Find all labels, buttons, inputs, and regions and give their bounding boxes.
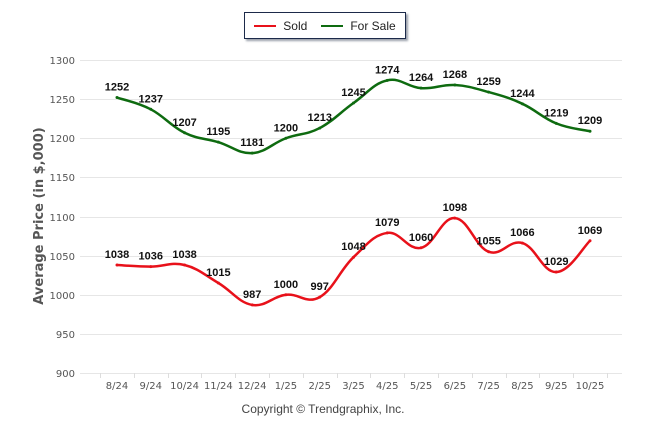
data-point-for-sale[interactable]	[183, 131, 187, 135]
data-label-sold: 1036	[139, 251, 163, 263]
data-label-for-sale: 1268	[443, 69, 467, 81]
legend: Sold For Sale	[244, 12, 406, 39]
data-label-sold: 1000	[274, 279, 298, 291]
x-tick-label: 9/25	[545, 381, 567, 392]
y-tick-label: 900	[56, 369, 75, 380]
data-label-for-sale: 1213	[307, 112, 331, 124]
x-tick-label: 8/24	[106, 381, 128, 392]
data-label-for-sale: 1245	[341, 87, 365, 99]
y-axis-label: Average Price (in $,000)	[32, 127, 47, 304]
y-tick-label: 1200	[50, 134, 75, 145]
data-point-sold[interactable]	[487, 250, 491, 254]
data-label-for-sale: 1259	[476, 76, 500, 88]
data-label-sold: 997	[311, 281, 329, 293]
data-point-sold[interactable]	[115, 263, 119, 267]
data-label-sold: 1038	[105, 249, 129, 261]
data-label-for-sale: 1181	[240, 137, 264, 149]
data-label-sold: 1015	[206, 267, 230, 279]
data-point-sold[interactable]	[318, 295, 322, 299]
data-label-sold: 1048	[341, 241, 365, 253]
legend-label: For Sale	[350, 18, 396, 33]
data-point-sold[interactable]	[385, 231, 389, 235]
data-point-sold[interactable]	[216, 281, 220, 285]
x-tick-label: 10/24	[170, 381, 199, 392]
x-tick-label: 4/25	[376, 381, 398, 392]
data-label-for-sale: 1244	[510, 88, 535, 100]
legend-item-for-sale[interactable]: For Sale	[321, 18, 396, 33]
data-label-for-sale: 1274	[375, 64, 400, 76]
data-point-for-sale[interactable]	[453, 83, 457, 87]
data-point-sold[interactable]	[453, 216, 457, 220]
data-label-for-sale: 1219	[544, 107, 568, 119]
data-point-sold[interactable]	[554, 270, 558, 274]
data-point-for-sale[interactable]	[115, 96, 119, 100]
data-point-for-sale[interactable]	[520, 102, 524, 106]
data-point-for-sale[interactable]	[419, 86, 423, 90]
data-label-for-sale: 1200	[274, 122, 298, 134]
data-label-for-sale: 1209	[578, 115, 602, 127]
y-tick-label: 1150	[50, 173, 75, 184]
y-axis-ticks: 900 950 1000 1050 1100 1150 1200 1250 1300	[50, 56, 75, 380]
y-tick-label: 1300	[50, 56, 75, 67]
y-tick-label: 950	[56, 330, 75, 341]
x-tick-label: 7/25	[477, 381, 499, 392]
data-label-for-sale: 1252	[105, 82, 129, 94]
data-point-for-sale[interactable]	[216, 140, 220, 144]
data-point-for-sale[interactable]	[250, 151, 254, 155]
data-point-sold[interactable]	[419, 246, 423, 250]
series-group	[115, 78, 592, 307]
x-tick-label: 5/25	[410, 381, 432, 392]
data-point-for-sale[interactable]	[352, 101, 355, 105]
x-tick-label: 2/25	[308, 381, 330, 392]
data-point-sold[interactable]	[352, 255, 355, 259]
data-point-for-sale[interactable]	[318, 126, 322, 130]
data-point-sold[interactable]	[520, 241, 524, 245]
x-tick-label: 11/24	[204, 381, 233, 392]
data-label-sold: 987	[243, 289, 261, 301]
data-point-sold[interactable]	[250, 303, 254, 307]
data-label-sold: 1098	[443, 202, 467, 214]
legend-swatch-for-sale	[321, 24, 344, 27]
y-tick-label: 1000	[50, 291, 75, 302]
y-tick-label: 1250	[50, 95, 75, 106]
legend-label: Sold	[283, 18, 308, 33]
x-tick-label: 9/24	[140, 381, 162, 392]
y-tick-label: 1050	[50, 252, 75, 263]
data-point-for-sale[interactable]	[554, 121, 558, 125]
data-point-sold[interactable]	[149, 265, 153, 269]
data-point-for-sale[interactable]	[149, 107, 153, 111]
legend-swatch-sold	[254, 24, 277, 27]
data-label-for-sale: 1237	[139, 93, 163, 105]
data-label-for-sale: 1264	[409, 72, 434, 84]
data-label-sold: 1029	[544, 256, 568, 268]
x-tick-label: 8/25	[511, 381, 533, 392]
data-label-sold: 1038	[172, 249, 196, 261]
x-tick-label: 10/25	[576, 381, 605, 392]
grid-lines	[80, 60, 622, 374]
data-point-sold[interactable]	[284, 293, 288, 297]
x-tick-label: 3/25	[342, 381, 364, 392]
x-tick-label: 12/24	[238, 381, 267, 392]
data-label-sold: 1069	[578, 225, 602, 237]
data-point-sold[interactable]	[183, 263, 187, 267]
data-label-sold: 1055	[476, 236, 500, 248]
data-point-sold[interactable]	[588, 239, 592, 243]
x-tick-label: 1/25	[275, 381, 297, 392]
data-label-for-sale: 1195	[206, 126, 230, 138]
legend-item-sold[interactable]: Sold	[254, 19, 307, 33]
data-point-for-sale[interactable]	[487, 90, 491, 94]
data-label-for-sale: 1207	[172, 117, 196, 129]
data-point-for-sale[interactable]	[284, 136, 288, 140]
data-point-for-sale[interactable]	[588, 129, 592, 133]
data-label-sold: 1079	[375, 217, 399, 229]
data-point-for-sale[interactable]	[385, 78, 389, 82]
x-tick-label: 6/25	[444, 381, 466, 392]
data-label-sold: 1060	[409, 232, 433, 244]
copyright-footer: Copyright © Trendgraphix, Inc.	[241, 402, 405, 416]
y-tick-label: 1100	[50, 213, 75, 224]
data-labels: 1038 1036 1038 1015 987 1000 997 1048 1079 1060 10…	[105, 64, 602, 301]
x-axis-ticks: 8/24 9/24 10/24 11/24 12/24 1/25 2/25 3/25 4/25 5…	[100, 373, 608, 392]
data-label-sold: 1066	[510, 227, 534, 239]
